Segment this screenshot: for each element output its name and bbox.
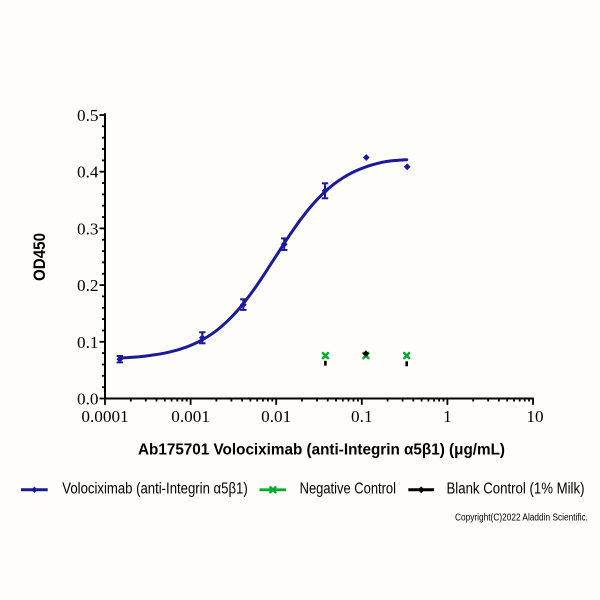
svg-text:0.3: 0.3 <box>77 219 98 238</box>
svg-text:10: 10 <box>526 407 543 426</box>
svg-text:Ab175701 Volociximab (anti-Int: Ab175701 Volociximab (anti-Integrin α5β1… <box>138 442 505 459</box>
svg-text:0.0001: 0.0001 <box>81 407 128 426</box>
svg-text:0.001: 0.001 <box>171 407 210 426</box>
svg-text:Copyright(C)2022 Aladdin Scien: Copyright(C)2022 Aladdin Scientific. <box>455 513 588 524</box>
svg-text:0.1: 0.1 <box>77 333 98 352</box>
svg-text:0.0: 0.0 <box>77 390 98 409</box>
svg-text:Volociximab (anti-Integrin α5β: Volociximab (anti-Integrin α5β1) <box>62 481 247 498</box>
svg-text:0.5: 0.5 <box>77 106 98 125</box>
svg-text:0.1: 0.1 <box>351 407 372 426</box>
svg-text:0.2: 0.2 <box>77 276 98 295</box>
svg-text:OD450: OD450 <box>30 233 49 281</box>
svg-text:0.4: 0.4 <box>77 163 99 182</box>
svg-text:0.01: 0.01 <box>261 407 291 426</box>
svg-text:1: 1 <box>443 407 452 426</box>
svg-text:Blank Control (1% Milk): Blank Control (1% Milk) <box>447 481 585 498</box>
svg-text:Negative Control: Negative Control <box>300 481 396 498</box>
